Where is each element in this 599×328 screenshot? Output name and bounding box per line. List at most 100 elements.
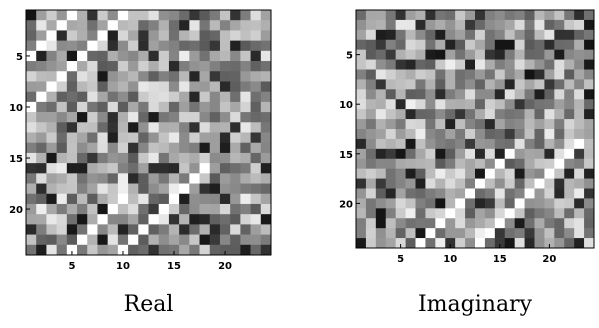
heatmap-cell bbox=[26, 112, 37, 123]
heatmap-cell bbox=[564, 238, 575, 249]
heatmap-cell bbox=[128, 142, 139, 154]
heatmap-cell bbox=[77, 163, 88, 174]
heatmap-cell bbox=[504, 79, 515, 90]
heatmap-cell bbox=[26, 244, 37, 256]
heatmap-cell bbox=[107, 163, 119, 174]
heatmap-cell bbox=[484, 188, 496, 199]
heatmap-cell bbox=[415, 89, 426, 100]
heatmap-cell bbox=[494, 39, 506, 50]
heatmap-cell bbox=[138, 183, 149, 195]
heatmap-cell bbox=[415, 238, 426, 249]
heatmap-cell bbox=[46, 203, 57, 215]
heatmap-cell bbox=[534, 59, 545, 70]
heatmap-cell bbox=[375, 148, 387, 160]
heatmap-cell bbox=[375, 99, 387, 110]
heatmap-cell bbox=[107, 234, 119, 246]
heatmap-cell bbox=[415, 228, 426, 239]
heatmap-cell bbox=[445, 188, 456, 199]
heatmap-cell bbox=[138, 142, 149, 154]
heatmap-cell bbox=[66, 142, 78, 154]
heatmap-cell bbox=[230, 193, 241, 205]
heatmap-cell bbox=[584, 109, 595, 120]
heatmap-cell bbox=[534, 89, 545, 100]
heatmap-cell bbox=[435, 89, 446, 100]
heatmap-cell bbox=[534, 218, 545, 229]
panel-caption: Real bbox=[124, 292, 174, 317]
heatmap-cell bbox=[56, 152, 68, 164]
heatmap-cell bbox=[77, 30, 88, 41]
heatmap-cell bbox=[179, 163, 190, 174]
heatmap-cell bbox=[199, 203, 211, 215]
heatmap-cell bbox=[475, 188, 486, 199]
heatmap-cell bbox=[395, 138, 406, 150]
heatmap-cell bbox=[46, 40, 57, 52]
heatmap-cell bbox=[554, 138, 565, 150]
heatmap-cell bbox=[209, 10, 221, 21]
heatmap-cell bbox=[56, 112, 68, 123]
heatmap-cell bbox=[415, 19, 426, 31]
heatmap-cell bbox=[148, 50, 160, 62]
heatmap-cell bbox=[148, 193, 160, 205]
heatmap-cell bbox=[475, 59, 486, 70]
heatmap-cell bbox=[240, 152, 251, 164]
heatmap-cell bbox=[240, 112, 251, 123]
heatmap-cell bbox=[107, 71, 119, 82]
heatmap-cell bbox=[494, 129, 506, 140]
heatmap-cell bbox=[435, 238, 446, 249]
heatmap-cell bbox=[36, 152, 47, 164]
heatmap-cell bbox=[199, 91, 211, 103]
heatmap-cell bbox=[56, 244, 68, 256]
heatmap-cell bbox=[36, 81, 47, 92]
heatmap-cell bbox=[87, 112, 98, 123]
heatmap-cell bbox=[77, 81, 88, 92]
heatmap-cell bbox=[219, 81, 231, 92]
heatmap-cell bbox=[209, 193, 221, 205]
heatmap-cell bbox=[534, 109, 545, 120]
heatmap-cell bbox=[475, 218, 486, 229]
heatmap-cell bbox=[445, 19, 456, 31]
heatmap-cell bbox=[365, 198, 377, 209]
heatmap-cell bbox=[455, 89, 466, 100]
heatmap-cell bbox=[435, 198, 446, 209]
heatmap-cell bbox=[240, 224, 251, 235]
heatmap-cell bbox=[356, 109, 367, 120]
heatmap-cell bbox=[534, 228, 545, 239]
heatmap-cell bbox=[564, 119, 575, 130]
heatmap-cell bbox=[26, 10, 37, 21]
heatmap-cell bbox=[158, 193, 170, 205]
heatmap-cell bbox=[209, 112, 221, 123]
heatmap-cell bbox=[168, 203, 180, 215]
heatmap-cell bbox=[514, 10, 525, 21]
heatmap-cell bbox=[26, 40, 37, 52]
y-tick-label: 10 bbox=[9, 103, 23, 114]
heatmap-cell bbox=[168, 40, 180, 52]
heatmap-cell bbox=[199, 142, 211, 154]
heatmap-cell bbox=[534, 29, 545, 41]
heatmap-cell bbox=[36, 193, 47, 205]
heatmap-cell bbox=[230, 203, 241, 215]
heatmap-cell bbox=[375, 168, 387, 179]
heatmap-cell bbox=[148, 163, 160, 174]
heatmap-cell bbox=[128, 132, 139, 144]
heatmap-cell bbox=[494, 79, 506, 90]
heatmap-cell bbox=[564, 10, 575, 21]
heatmap-cell bbox=[46, 50, 57, 62]
heatmap-cell bbox=[117, 91, 129, 103]
heatmap-cell bbox=[158, 61, 170, 72]
heatmap-cell bbox=[107, 112, 119, 123]
heatmap-cell bbox=[365, 29, 377, 41]
heatmap-cell bbox=[209, 244, 221, 256]
heatmap-cell bbox=[158, 163, 170, 174]
heatmap-cell bbox=[26, 50, 37, 62]
heatmap-cell bbox=[395, 29, 406, 41]
heatmap-cell bbox=[77, 112, 88, 123]
heatmap-cell bbox=[240, 40, 251, 52]
heatmap-cell bbox=[385, 19, 396, 31]
heatmap-cell bbox=[455, 29, 466, 41]
heatmap-cell bbox=[564, 148, 575, 160]
heatmap-cell bbox=[554, 218, 565, 229]
heatmap-cell bbox=[514, 168, 525, 179]
heatmap-cell bbox=[455, 109, 466, 120]
heatmap-cell bbox=[230, 101, 241, 113]
heatmap-cell bbox=[230, 50, 241, 62]
